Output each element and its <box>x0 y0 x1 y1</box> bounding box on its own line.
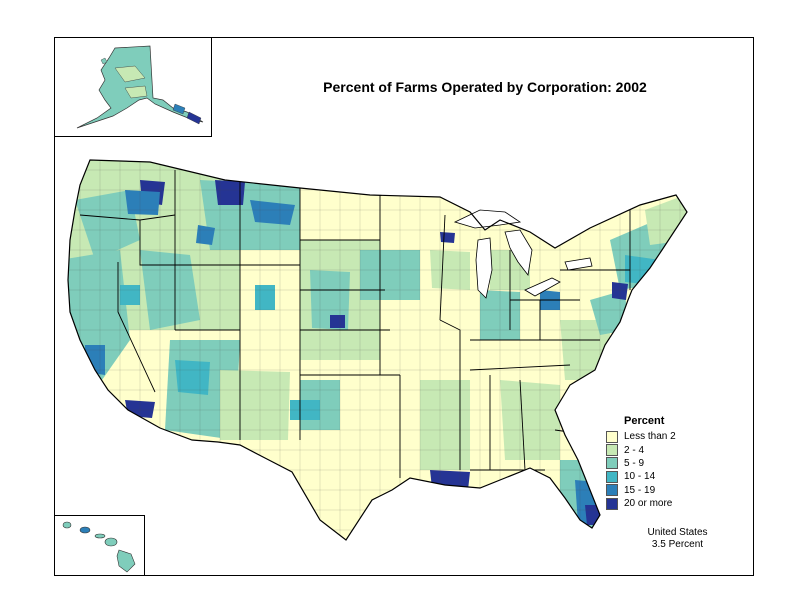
legend-item: 5 - 9 <box>606 457 716 470</box>
legend-label: 20 or more <box>624 498 673 510</box>
hawaii-island-oahu <box>79 526 91 534</box>
legend-swatch <box>606 470 618 483</box>
legend-swatch <box>606 484 618 497</box>
legend-swatch <box>606 444 618 457</box>
hawaii-island-kauai <box>62 521 72 529</box>
alaska-inset <box>54 37 212 137</box>
lake-michigan <box>475 237 493 299</box>
legend-label: 5 - 9 <box>624 457 645 469</box>
lake-erie <box>524 277 561 297</box>
lake-ontario <box>564 257 593 271</box>
legend-item: Less than 2 <box>606 430 716 443</box>
legend-label: Less than 2 <box>624 431 676 443</box>
legend-item: 15 - 19 <box>606 484 716 497</box>
legend-item: 10 - 14 <box>606 470 716 483</box>
summary-region: United States <box>647 527 708 538</box>
hawaii-inset <box>54 515 145 576</box>
hawaii-island-big <box>116 549 136 573</box>
lake-huron <box>504 229 533 276</box>
map-frame <box>54 37 754 576</box>
legend-label: 15 - 19 <box>624 484 656 496</box>
legend-label: 10 - 14 <box>624 471 656 483</box>
legend-item: 2 - 4 <box>606 443 716 457</box>
lake-superior <box>453 209 522 229</box>
map-title: Percent of Farms Operated by Corporation… <box>323 79 647 95</box>
legend-item: 20 or more <box>606 497 716 510</box>
summary-value: 3.5 Percent <box>651 539 704 550</box>
legend: Percent Less than 2 2 - 4 5 - 9 10 - 14 … <box>606 415 716 510</box>
legend-label: 2 - 4 <box>624 444 645 456</box>
national-summary: United States 3.5 Percent <box>630 527 725 551</box>
legend-swatch <box>606 457 618 470</box>
legend-title: Percent <box>624 415 665 427</box>
legend-swatch <box>606 430 618 443</box>
hawaii-island-maui <box>104 537 118 547</box>
legend-swatch <box>606 497 618 510</box>
hawaii-island-molokai <box>94 533 106 539</box>
